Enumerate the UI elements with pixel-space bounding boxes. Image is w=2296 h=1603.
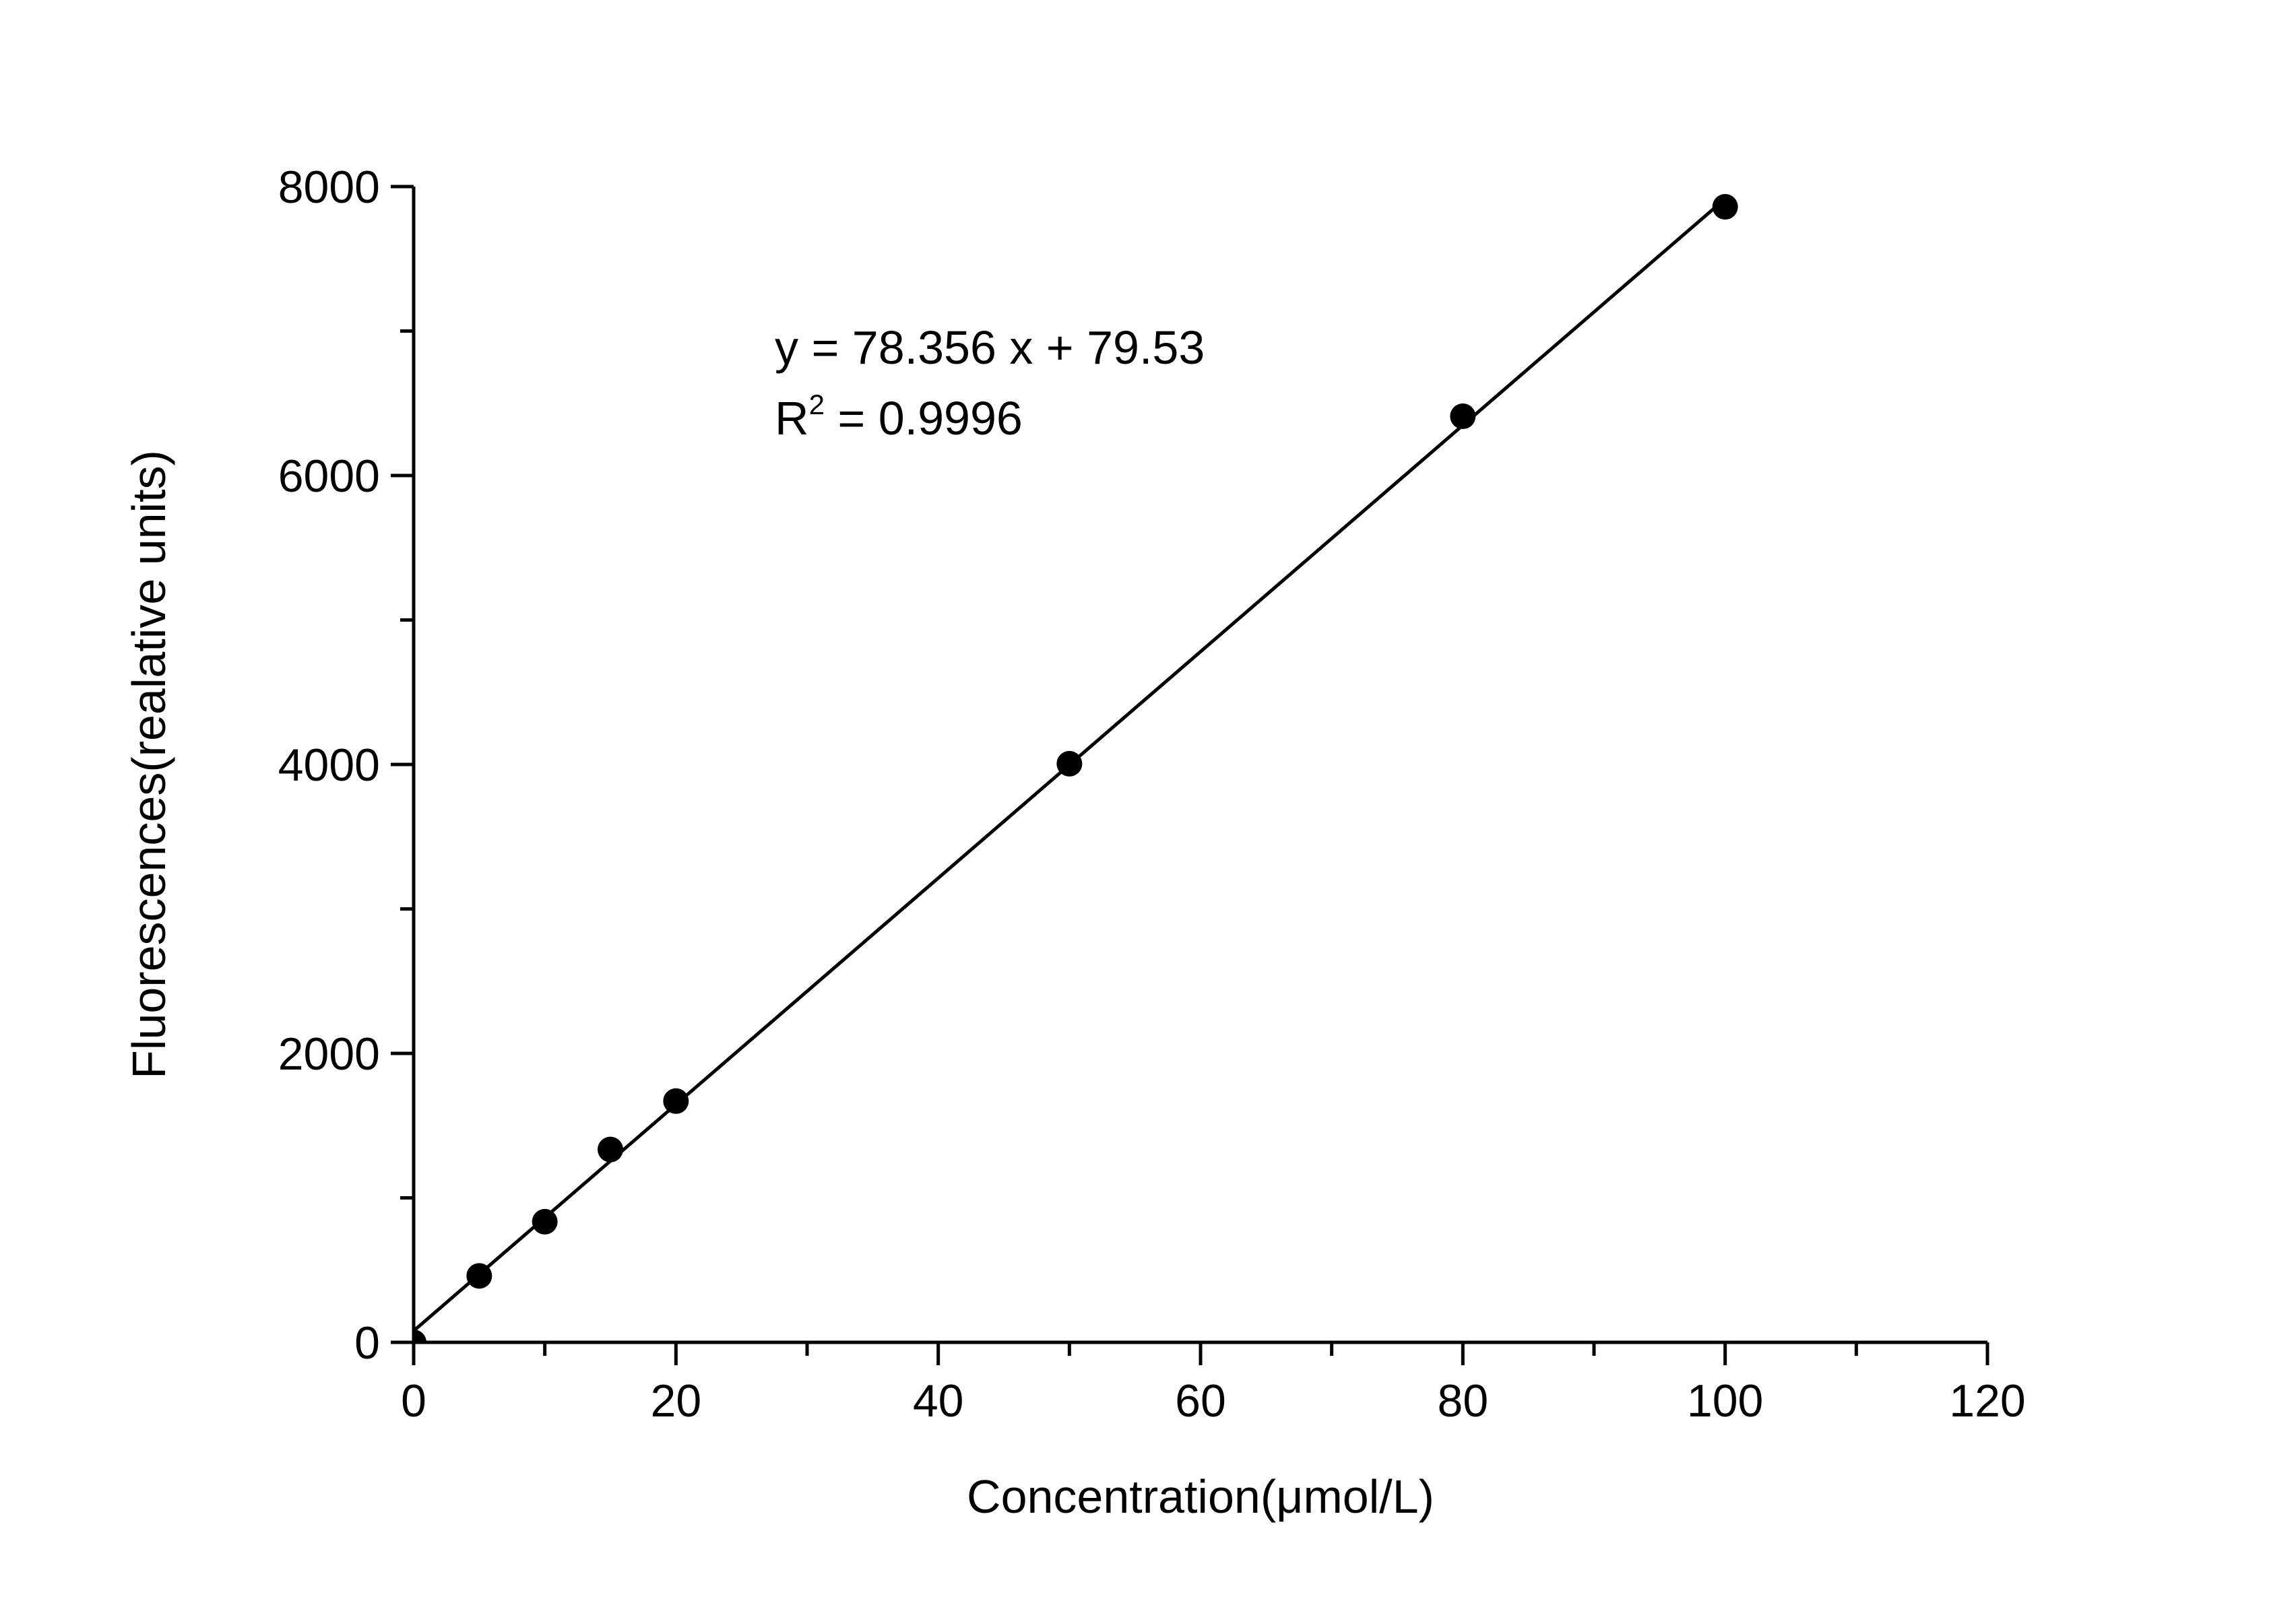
x-tick-label: 80 — [1438, 1375, 1489, 1427]
data-point — [1450, 403, 1476, 430]
x-tick-label: 0 — [401, 1375, 426, 1427]
x-tick-label: 120 — [1949, 1375, 2025, 1427]
r-squared: R2 = 0.9996 — [775, 389, 1023, 445]
y-tick-label: 8000 — [278, 162, 380, 213]
x-tick-label: 20 — [651, 1375, 702, 1427]
data-point — [532, 1208, 558, 1235]
y-axis-title: Fluorescences(realative units) — [123, 450, 175, 1079]
y-tick-label: 2000 — [278, 1028, 380, 1080]
y-tick-label: 4000 — [278, 740, 380, 791]
fit-equation: y = 78.356 x + 79.53 — [775, 321, 1205, 374]
x-axis-title: Concentration(μmol/L) — [967, 1470, 1434, 1523]
data-point — [1056, 750, 1083, 777]
data-point — [466, 1263, 492, 1289]
plot-area — [414, 194, 1738, 1342]
data-point — [1712, 194, 1738, 220]
x-tick-label: 60 — [1175, 1375, 1226, 1427]
data-point — [414, 1330, 426, 1342]
y-tick-label: 6000 — [278, 451, 380, 502]
data-point — [663, 1088, 689, 1114]
y-tick-label: 0 — [354, 1317, 380, 1369]
data-point — [598, 1136, 623, 1163]
axes: 0 20 40 60 80 100 120 0 2000 4000 6000 8000 — [278, 162, 2026, 1427]
x-tick-label: 40 — [913, 1375, 964, 1427]
x-tick-label: 100 — [1687, 1375, 1763, 1427]
